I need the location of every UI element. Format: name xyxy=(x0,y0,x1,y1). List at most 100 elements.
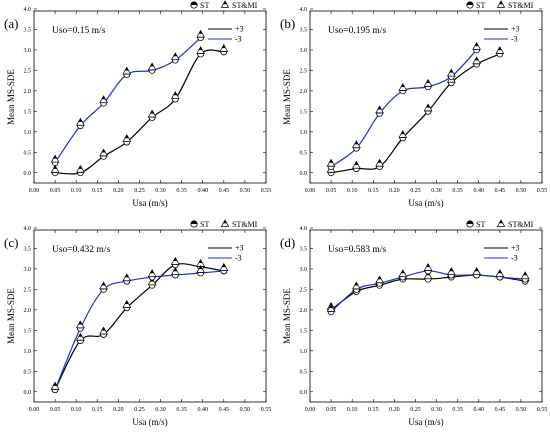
x-tick-label: 0.50 xyxy=(240,188,251,194)
x-tick-label: 0.45 xyxy=(495,188,506,194)
y-tick-label: 2.5 xyxy=(24,68,32,74)
x-tick-label: 0.10 xyxy=(347,188,358,194)
x-tick-label: 0.20 xyxy=(113,407,124,413)
stmi-point-fill xyxy=(400,269,405,274)
stmi-point-fill xyxy=(426,104,430,108)
y-tick-label: 1.5 xyxy=(300,328,308,334)
stmi-point-fill xyxy=(377,159,382,163)
legend-line-label-2: -3 xyxy=(511,254,518,263)
stmi-point-fill xyxy=(173,257,178,261)
stmi-point-fill xyxy=(101,327,106,331)
x-tick-label: 0.25 xyxy=(410,407,421,413)
x-tick-label: 0.20 xyxy=(389,188,400,194)
x-tick-label: 0.15 xyxy=(368,407,379,413)
stmi-point-fill xyxy=(101,282,106,286)
plot-frame xyxy=(309,229,543,403)
x-tick-label: 0.05 xyxy=(50,407,61,413)
stmi-point-fill xyxy=(198,259,203,264)
stmi-point-fill xyxy=(101,149,106,153)
panel-3: 0.00 0.05 0.10 0.15 0.20 0.25 0.30 0.35 0.40 0.45… xyxy=(4,219,272,427)
y-tick-label: 3.0 xyxy=(300,48,308,54)
legend-st-label: ST xyxy=(476,220,485,229)
stmi-point-fill xyxy=(354,282,359,286)
legend-st-label: ST xyxy=(200,1,209,10)
x-tick-label: 0.40 xyxy=(473,188,484,194)
stmi-point-fill xyxy=(198,30,203,34)
stmi-point-fill xyxy=(523,271,528,276)
x-tick-label: 0.00 xyxy=(305,407,316,413)
y-tick-label: 3.5 xyxy=(300,27,308,33)
y-tick-label: 3.5 xyxy=(24,246,32,252)
y-tick-label: 0.0 xyxy=(24,171,32,177)
panel-label: (a) xyxy=(4,16,18,31)
legend-st-label: ST xyxy=(200,220,209,229)
x-tick-label: 0.05 xyxy=(50,188,61,194)
stmi-point-fill xyxy=(150,269,154,274)
stmi-point-outline xyxy=(170,256,180,265)
stmi-point-fill xyxy=(400,130,405,135)
y-tick-label: 1.5 xyxy=(24,109,32,115)
x-tick-label: 0.40 xyxy=(197,188,208,194)
uso-annotation: Uso=0.432 m/s xyxy=(52,245,110,255)
y-tick-label: 2.0 xyxy=(300,308,308,314)
stmi-point-fill xyxy=(426,263,430,268)
stmi-point-fill xyxy=(354,161,359,165)
panel-label: (d) xyxy=(280,235,295,250)
x-tick-label: 0.40 xyxy=(473,407,484,413)
legend-st-marker-fill xyxy=(466,1,474,5)
y-tick-label: 0.0 xyxy=(300,390,308,396)
stmi-point-fill xyxy=(449,69,454,73)
panel-label: (c) xyxy=(4,235,18,250)
y-tick-label: 1.0 xyxy=(300,130,308,136)
stmi-point-fill xyxy=(124,67,129,71)
stmi-point-fill xyxy=(400,83,405,88)
x-tick-label: 0.00 xyxy=(29,188,40,194)
stmi-point-fill xyxy=(474,267,479,272)
series-curve-1 xyxy=(55,49,224,175)
plot-frame xyxy=(309,10,543,184)
stmi-point-fill xyxy=(173,267,178,272)
stmi-point-fill xyxy=(329,159,333,163)
y-tick-label: 3.5 xyxy=(300,246,308,252)
x-tick-label: 0.55 xyxy=(537,188,548,194)
y-tick-label: 4.0 xyxy=(24,226,32,232)
x-tick-label: 0.55 xyxy=(261,188,272,194)
x-tick-label: 0.30 xyxy=(155,407,166,413)
x-tick-label: 0.00 xyxy=(29,407,40,413)
y-tick-label: 1.0 xyxy=(24,130,32,136)
legend-stmi-label: ST&MI xyxy=(232,1,258,10)
y-tick-label: 2.5 xyxy=(24,287,32,293)
stmi-point-fill xyxy=(53,155,57,159)
x-tick-label: 0.50 xyxy=(240,407,251,413)
legend-line-label-1: +3 xyxy=(235,244,244,253)
plot-frame xyxy=(33,10,267,184)
y-tick-label: 0.5 xyxy=(300,369,308,375)
stmi-point-fill xyxy=(78,333,83,337)
x-tick-label: 0.55 xyxy=(537,407,548,413)
stmi-point-fill xyxy=(354,140,359,145)
y-tick-label: 4.0 xyxy=(300,7,308,13)
y-tick-label: 2.0 xyxy=(24,308,32,314)
stmi-point-fill xyxy=(124,300,129,304)
stmi-point-fill xyxy=(221,44,226,49)
legend-st-marker-fill xyxy=(190,1,198,5)
x-tick-label: 0.25 xyxy=(134,188,145,194)
legend-line-label-2: -3 xyxy=(235,254,242,263)
x-tick-label: 0.45 xyxy=(219,407,230,413)
x-tick-label: 0.05 xyxy=(326,407,337,413)
x-tick-label: 0.10 xyxy=(71,407,82,413)
y-tick-label: 2.5 xyxy=(300,68,308,74)
stmi-point-fill xyxy=(78,118,83,122)
x-tick-label: 0.55 xyxy=(261,407,272,413)
panel-1: 0.00 0.05 0.10 0.15 0.20 0.25 0.30 0.35 0.40 0.45… xyxy=(4,0,272,208)
x-tick-label: 0.30 xyxy=(431,188,442,194)
panel-2: 0.00 0.05 0.10 0.15 0.20 0.25 0.30 0.35 0.40 0.45… xyxy=(280,0,548,208)
y-axis-label: Mean MS-SDE xyxy=(6,288,16,344)
stmi-point-fill xyxy=(53,165,57,169)
legend-st-marker-fill xyxy=(466,220,474,224)
y-tick-label: 3.5 xyxy=(24,27,32,33)
y-tick-label: 3.0 xyxy=(24,267,32,273)
x-tick-label: 0.40 xyxy=(197,407,208,413)
y-tick-label: 0.0 xyxy=(300,171,308,177)
stmi-point-fill xyxy=(221,263,226,268)
